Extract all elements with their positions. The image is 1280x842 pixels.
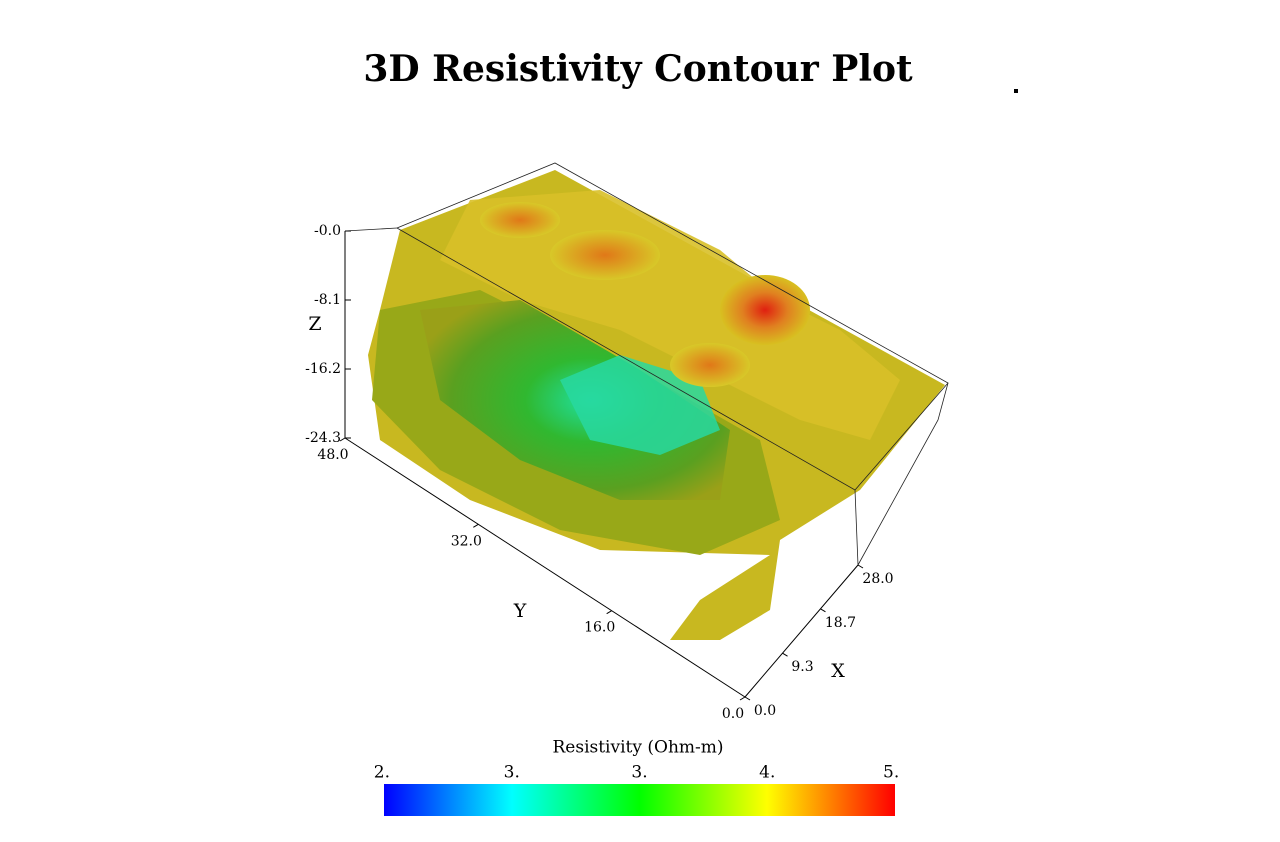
chart-title: 3D Resistivity Contour Plot <box>363 48 913 90</box>
z-tick-label: -16.2 <box>305 361 341 377</box>
x-tick <box>820 608 826 613</box>
x-tick <box>744 696 751 701</box>
z-tick-label: -8.1 <box>314 292 341 308</box>
x-tick <box>782 652 788 657</box>
z-tick-label: -24.3 <box>305 430 341 446</box>
x-tick-label: 9.3 <box>791 659 813 675</box>
y-tick <box>339 437 346 442</box>
colorbar-label: Resistivity (Ohm-m) <box>552 738 723 758</box>
y-tick-label: 32.0 <box>451 533 482 549</box>
x-axis <box>744 564 859 698</box>
x-tick-label: 28.0 <box>862 571 893 587</box>
colorbar-tick-label: 5. <box>883 763 899 783</box>
surfaces <box>368 170 945 640</box>
box-frame <box>344 162 949 566</box>
y-tick-label: 16.0 <box>584 620 615 636</box>
y-tick <box>606 610 612 615</box>
y-tick <box>473 523 479 528</box>
colorbar-tick-label: 4. <box>759 763 775 783</box>
z-tick-label: -0.0 <box>314 223 341 239</box>
colorbar-tick-label: 3. <box>631 763 647 783</box>
y-axis <box>344 437 746 698</box>
z-axis-label: Z <box>308 313 321 335</box>
dot <box>1014 89 1018 93</box>
y-tick-label: 0.0 <box>722 706 744 722</box>
colorbar <box>384 784 895 816</box>
colorbar-tick-label: 3. <box>504 763 520 783</box>
y-axis-label: Y <box>513 600 527 622</box>
x-tick-label: 18.7 <box>825 615 856 631</box>
x-tick <box>857 564 864 569</box>
x-axis-label: X <box>831 660 845 682</box>
y-tick-label: 48.0 <box>317 447 348 463</box>
y-tick <box>739 696 746 701</box>
x-tick-label: 0.0 <box>754 703 776 719</box>
colorbar-tick-label: 2. <box>374 763 390 783</box>
